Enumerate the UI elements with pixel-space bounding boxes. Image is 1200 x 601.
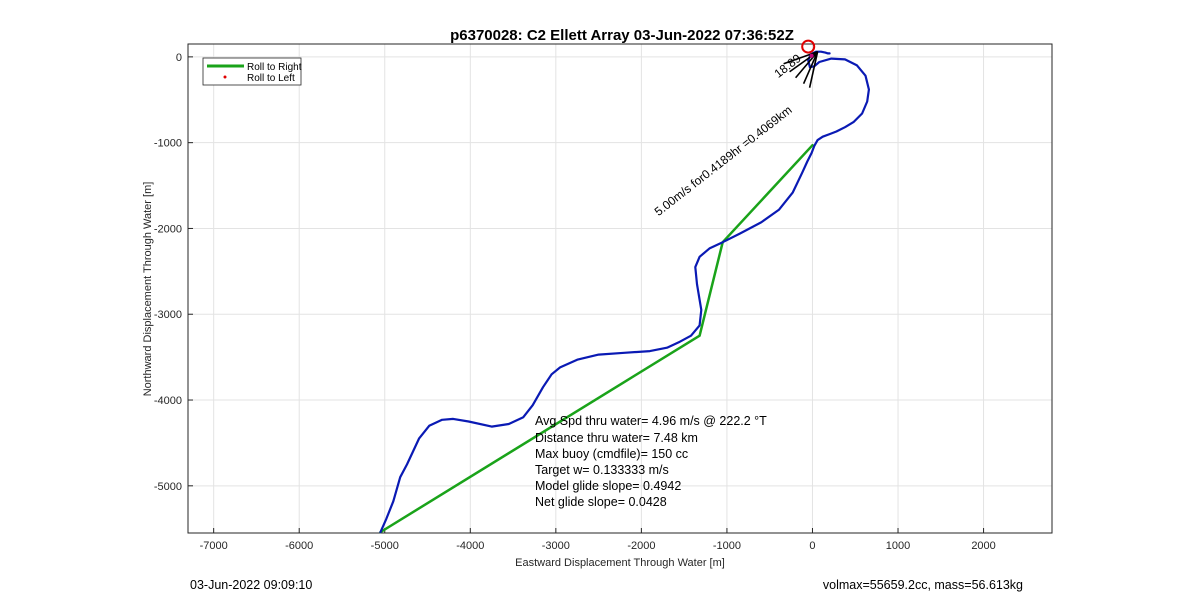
y-axis-label: Northward Displacement Through Water [m]	[142, 182, 154, 397]
surface-circle-marker	[801, 39, 816, 54]
y-tick-label: -2000	[154, 223, 182, 235]
grid-layer	[188, 44, 1052, 533]
y-tick-label: -1000	[154, 138, 182, 150]
x-axis-label: Eastward Displacement Through Water [m]	[515, 557, 725, 569]
y-tick-label: -5000	[154, 481, 182, 493]
x-tick-label: -1000	[713, 540, 741, 552]
footer-timestamp: 03-Jun-2022 09:09:10	[190, 578, 312, 592]
x-tick-label: -6000	[285, 540, 313, 552]
y-tick-label: 0	[176, 52, 182, 64]
y-tick-label: -3000	[154, 309, 182, 321]
footer-volmax-mass: volmax=55659.2cc, mass=56.613kg	[823, 578, 1023, 592]
legend-marker-roll-left	[223, 75, 227, 79]
annotation-layer: 5.00m/s for0.4189hr =0.4069km 18.89	[652, 51, 804, 219]
x-tick-label: -7000	[200, 540, 228, 552]
legend-label-roll-right: Roll to Right	[247, 62, 302, 73]
chart-title: p6370028: C2 Ellett Array 03-Jun-2022 07…	[450, 27, 794, 44]
stat-net-glide: Net glide slope= 0.0428	[535, 495, 667, 509]
x-tick-label: -5000	[371, 540, 399, 552]
current-arrow	[783, 50, 818, 65]
stat-distance: Distance thru water= 7.48 km	[535, 431, 698, 445]
stat-model-glide: Model glide slope= 0.4942	[535, 479, 681, 493]
x-tick-label: 1000	[886, 540, 910, 552]
x-tick-label: 2000	[971, 540, 995, 552]
x-tick-label: -4000	[456, 540, 484, 552]
marker-layer	[783, 39, 819, 88]
surface-point-marker	[809, 53, 814, 58]
current-arrow	[794, 51, 819, 79]
series-roll-to-right	[379, 143, 814, 534]
current-arrow	[808, 51, 819, 88]
stat-target-w: Target w= 0.133333 m/s	[535, 463, 669, 477]
tick-layer: -7000 -6000 -5000 -4000 -3000 -2000 -1000 0 1000…	[154, 52, 996, 552]
stat-avg-speed: Avg Spd thru water= 4.96 m/s @ 222.2 °T	[535, 414, 767, 428]
drift-annotation-small: 18.89	[771, 51, 804, 81]
x-tick-label: -3000	[542, 540, 570, 552]
stat-max-buoy: Max buoy (cmdfile)= 150 cc	[535, 447, 688, 461]
legend-box	[202, 57, 302, 86]
plot-frame	[187, 43, 1053, 534]
y-tick-label: -4000	[154, 395, 182, 407]
legend-label-roll-left: Roll to Left	[247, 73, 295, 84]
x-tick-label: 0	[809, 540, 815, 552]
series-track	[379, 50, 871, 534]
current-arrow	[802, 51, 819, 85]
drift-annotation: 5.00m/s for0.4189hr =0.4069km	[652, 103, 795, 219]
stats-block: Avg Spd thru water= 4.96 m/s @ 222.2 °T …	[535, 414, 767, 509]
legend: Roll to Right Roll to Left	[202, 57, 302, 86]
series-layer	[379, 50, 871, 534]
x-tick-label: -2000	[627, 540, 655, 552]
